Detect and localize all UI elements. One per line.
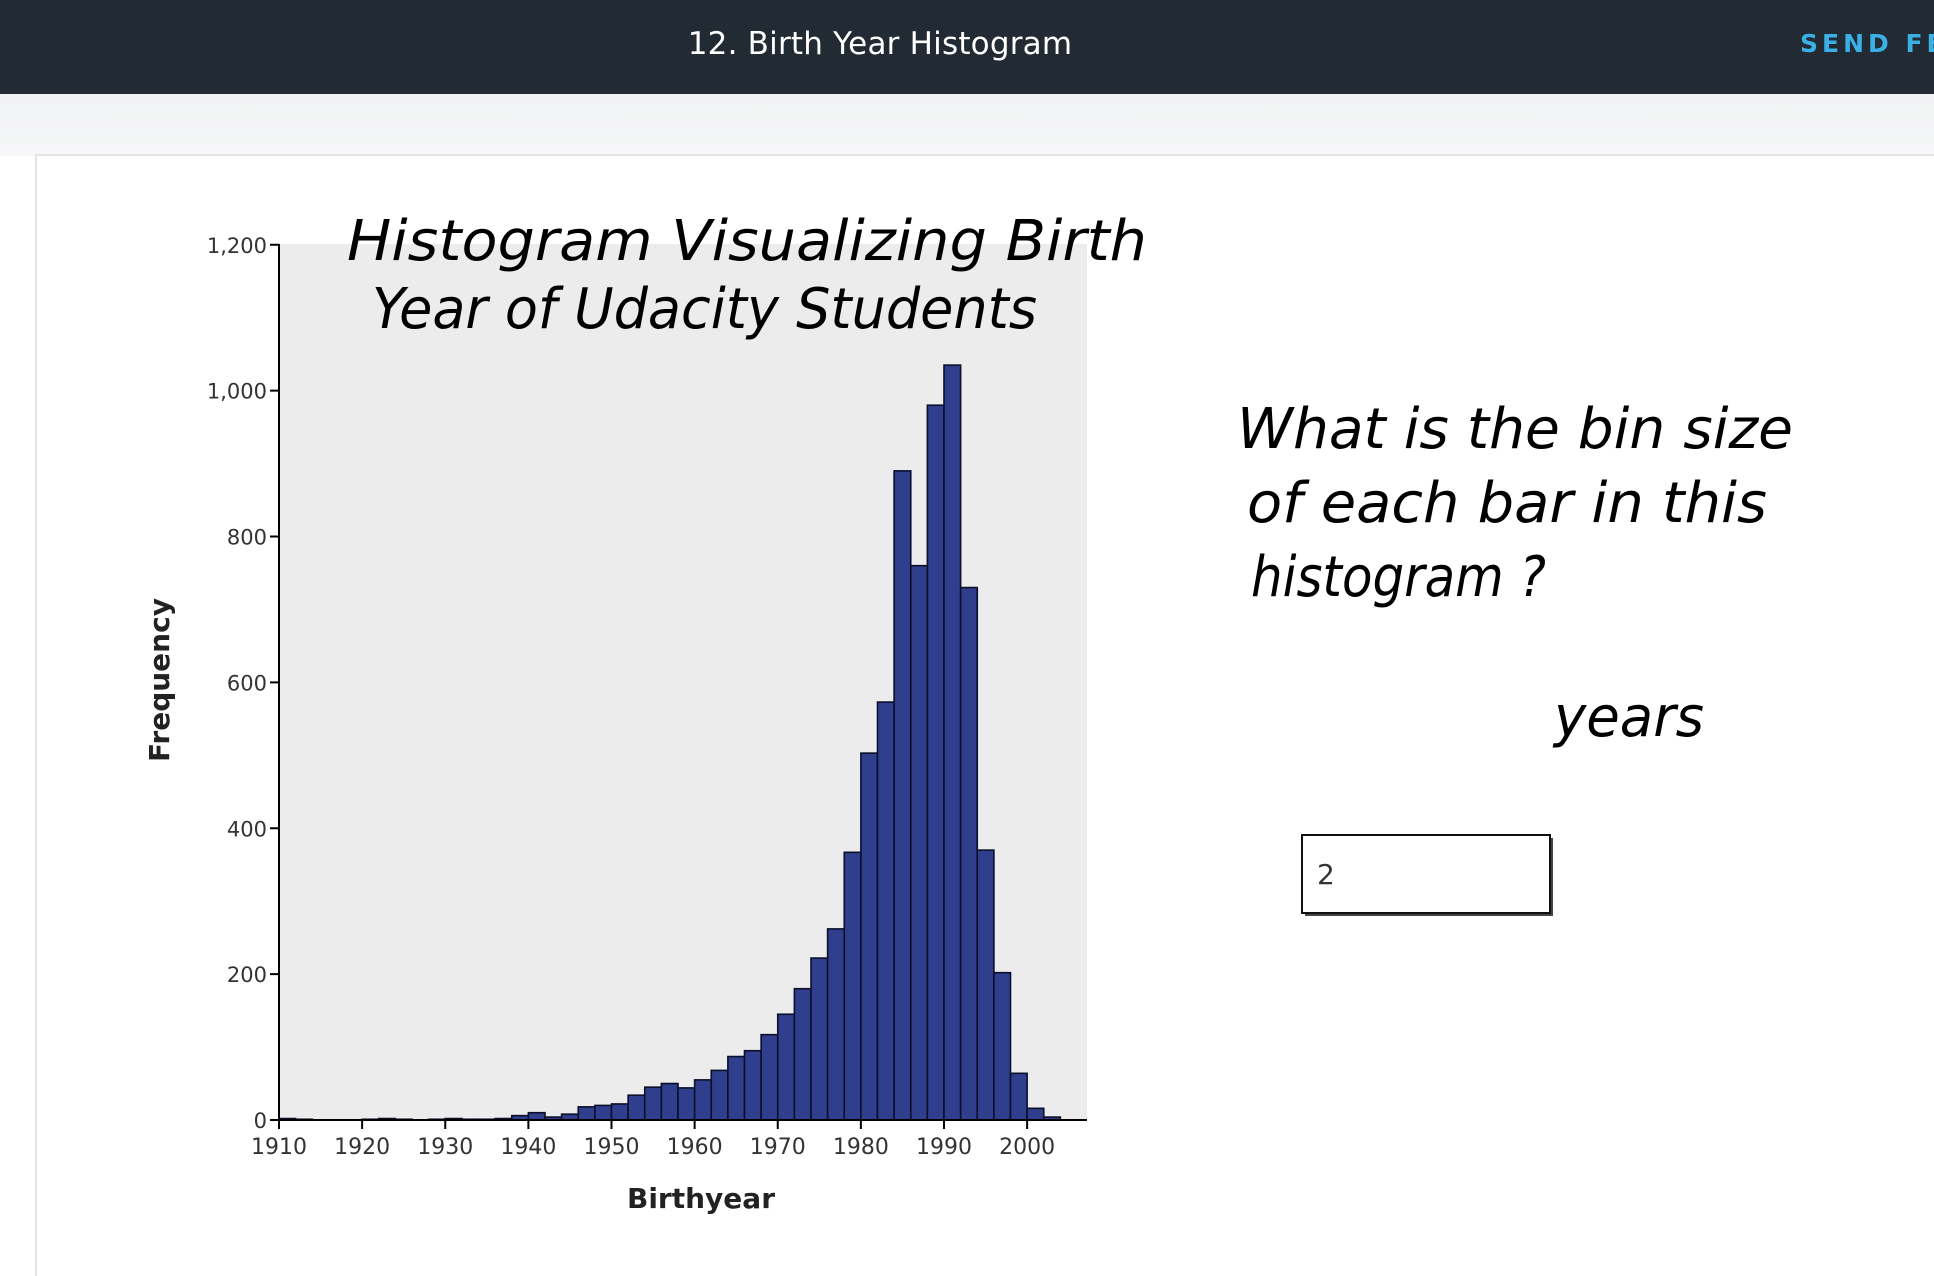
- histogram-bar: [660, 1082, 679, 1121]
- x-ticks: 1910 1920 1930 1940 1950 1960 1970 1980 1990 2000: [251, 1120, 1055, 1160]
- histogram-bar: [876, 701, 895, 1121]
- y-tick-label: 1,000: [207, 380, 267, 404]
- x-tick-label: 2000: [999, 1135, 1055, 1160]
- header-shadow: [0, 94, 1934, 156]
- x-tick-label: 1960: [667, 1135, 723, 1160]
- histogram-bar: [976, 849, 995, 1121]
- x-tick-label: 1950: [584, 1135, 640, 1160]
- histogram-bar: [677, 1087, 696, 1121]
- histogram-bar: [760, 1033, 779, 1121]
- x-tick-label: 1970: [750, 1135, 806, 1160]
- histogram-bar: [909, 564, 929, 1121]
- histogram-bar: [843, 851, 862, 1121]
- quiz-card: 0 200 400 600 800 1,000 1,200 1910 1920 1930 1940…: [35, 154, 1934, 1276]
- page-title: 12. Birth Year Histogram: [687, 26, 1073, 62]
- histogram-bar: [926, 404, 945, 1121]
- histogram-bar: [643, 1086, 663, 1121]
- chart-title-line-2: Year of Udacity Students: [372, 277, 1037, 342]
- histogram-bar: [610, 1103, 629, 1121]
- top-bar: 12. Birth Year Histogram SEND FEE: [0, 0, 1934, 94]
- y-tick-label: 800: [227, 526, 267, 550]
- y-axis-label: Frequency: [143, 598, 176, 762]
- histogram-bar: [993, 971, 1012, 1121]
- unit-label: years: [1552, 685, 1704, 750]
- histogram-bar: [860, 752, 879, 1121]
- histogram-bar: [577, 1106, 596, 1121]
- x-tick-label: 1930: [417, 1135, 473, 1160]
- y-ticks: 0 200 400 600 800 1,000 1,200: [207, 234, 279, 1133]
- y-tick-label: 600: [227, 671, 267, 695]
- histogram-bar: [959, 586, 979, 1121]
- histogram-bar: [710, 1069, 729, 1121]
- chart-title-line-1: Histogram Visualizing Birth: [347, 209, 1147, 274]
- histogram-bar: [743, 1049, 762, 1121]
- histogram-bar: [893, 470, 912, 1121]
- answer-input[interactable]: [1301, 834, 1551, 914]
- histogram-bar: [826, 928, 846, 1121]
- x-tick-label: 1910: [251, 1135, 307, 1160]
- x-tick-label: 1990: [916, 1135, 972, 1160]
- histogram-chart: 0 200 400 600 800 1,000 1,200 1910 1920 1930 1940…: [143, 209, 1793, 1215]
- question-line-2: of each bar in this: [1247, 471, 1767, 536]
- y-tick-label: 1,200: [207, 234, 267, 258]
- question-line-1: What is the bin size: [1237, 397, 1793, 462]
- histogram-bar: [810, 957, 829, 1121]
- x-axis-label: Birthyear: [627, 1182, 775, 1215]
- histogram-bar: [594, 1104, 613, 1121]
- histogram-bar: [1009, 1072, 1028, 1121]
- histogram-bar: [1026, 1107, 1045, 1121]
- y-tick-label: 0: [254, 1109, 267, 1133]
- y-tick-label: 200: [227, 963, 267, 987]
- histogram-bar: [693, 1079, 713, 1121]
- x-tick-label: 1920: [334, 1135, 390, 1160]
- histogram-bar: [943, 364, 962, 1121]
- y-tick-label: 400: [227, 817, 267, 841]
- question-line-3: histogram ?: [1251, 545, 1546, 610]
- histogram-bar: [727, 1055, 746, 1121]
- histogram-bar: [527, 1111, 546, 1121]
- bars-group: [278, 364, 1062, 1121]
- histogram-bar: [627, 1094, 646, 1121]
- histogram-bar: [793, 987, 812, 1121]
- send-feedback-button[interactable]: SEND FEE: [1800, 29, 1934, 58]
- x-tick-label: 1940: [500, 1135, 556, 1160]
- histogram-bar: [776, 1013, 796, 1121]
- x-tick-label: 1980: [833, 1135, 889, 1160]
